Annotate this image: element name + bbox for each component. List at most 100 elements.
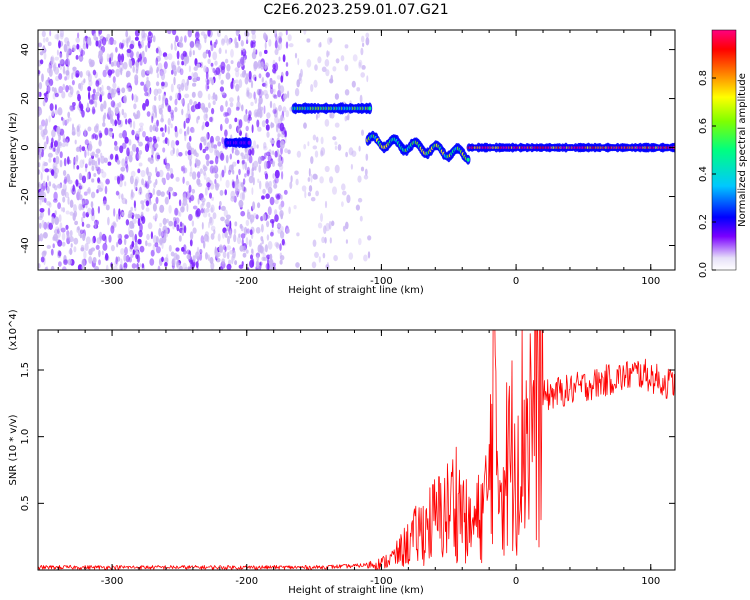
heatmap-cell — [125, 198, 128, 205]
heatmap-cell — [145, 200, 150, 207]
heatmap-cell — [255, 260, 260, 269]
heatmap-cell — [161, 103, 164, 109]
heatmap-cell — [98, 50, 103, 57]
heatmap-cell — [245, 219, 250, 227]
heatmap-cell — [181, 229, 185, 236]
heatmap-cell — [275, 242, 280, 249]
heatmap-cell — [182, 197, 188, 206]
heatmap-cell — [57, 228, 60, 235]
heatmap-cell — [59, 159, 63, 168]
heatmap-cell — [56, 230, 61, 239]
heatmap-cell — [52, 243, 55, 249]
heatmap-cell — [98, 139, 102, 147]
heatmap-cell — [60, 227, 66, 233]
heatmap-cell — [124, 246, 128, 256]
heatmap-cell — [210, 207, 214, 213]
heatmap-cell — [350, 163, 353, 170]
heatmap-cell — [46, 175, 50, 182]
heatmap-cell — [145, 80, 151, 89]
heatmap-cell — [210, 40, 213, 46]
heatmap-cell — [215, 39, 218, 45]
heatmap-cell — [212, 100, 216, 105]
heatmap-cell — [206, 79, 210, 86]
heatmap-cell — [250, 254, 253, 260]
heatmap-cell — [195, 251, 200, 260]
heatmap-cell — [170, 83, 174, 93]
heatmap-cell — [120, 53, 125, 62]
heatmap-cell — [172, 30, 177, 36]
heatmap-cell — [73, 237, 79, 245]
heatmap-cell — [242, 178, 246, 185]
heatmap-cell — [153, 122, 158, 130]
heatmap-cell — [207, 85, 210, 90]
heatmap-cell — [259, 180, 262, 190]
heatmap-cell — [304, 190, 307, 199]
heatmap-cell — [112, 221, 116, 227]
heatmap-cell — [194, 31, 200, 39]
heatmap-cell — [115, 46, 118, 53]
heatmap-cell — [134, 30, 140, 37]
heatmap-cell — [243, 153, 248, 159]
heatmap-cell — [112, 88, 117, 95]
heatmap-cell — [280, 230, 285, 239]
heatmap-cell — [241, 48, 247, 57]
heatmap-cell — [225, 214, 231, 220]
heatmap-cell — [57, 239, 63, 247]
heatmap-cell — [62, 196, 66, 203]
heatmap-cell — [41, 119, 46, 127]
heatmap-cell — [226, 251, 230, 260]
heatmap-cell — [152, 35, 156, 43]
heatmap-cell — [102, 69, 107, 78]
heatmap-cell — [175, 140, 180, 146]
heatmap-cell — [141, 50, 145, 59]
heatmap-cell — [324, 200, 328, 209]
heatmap-cell — [199, 142, 203, 151]
heatmap-cell — [179, 128, 183, 135]
heatmap-cell — [95, 148, 101, 154]
heatmap-cell — [260, 155, 265, 161]
heatmap-cell — [141, 216, 146, 224]
heatmap-cell — [138, 162, 143, 167]
heatmap-cell — [91, 165, 95, 171]
heatmap-cell — [95, 40, 99, 47]
heatmap-cell — [274, 214, 279, 223]
heatmap-cell — [124, 181, 127, 187]
heatmap-cell — [274, 241, 280, 248]
heatmap-cell — [282, 106, 287, 113]
heatmap-cell — [173, 252, 178, 261]
heatmap-cell — [240, 210, 246, 217]
heatmap-cell — [251, 41, 256, 48]
heatmap-cell — [274, 40, 278, 49]
heatmap-cell — [143, 33, 147, 38]
heatmap-cell — [157, 62, 163, 72]
heatmap-cell — [54, 104, 57, 111]
heatmap-cell — [265, 244, 268, 253]
heatmap-cell — [346, 194, 351, 204]
heatmap-cell — [227, 235, 230, 245]
heatmap-cell — [310, 84, 314, 92]
heatmap-cell — [160, 191, 165, 197]
heatmap-cell — [283, 189, 288, 195]
heatmap-cell — [226, 38, 229, 46]
heatmap-cell — [46, 244, 51, 249]
heatmap-cell — [114, 140, 118, 147]
heatmap-cell — [246, 228, 250, 234]
heatmap-cell — [38, 142, 41, 148]
heatmap-cell — [130, 206, 133, 212]
heatmap-cell — [88, 143, 93, 151]
heatmap-cell — [200, 31, 206, 36]
heatmap-cell — [94, 153, 99, 158]
heatmap-cell — [88, 248, 93, 256]
heatmap-cell — [244, 147, 250, 156]
heatmap-cell — [199, 252, 203, 261]
heatmap-cell — [183, 167, 188, 174]
heatmap-cell — [188, 197, 192, 203]
heatmap-cell — [118, 101, 122, 108]
heatmap-cell — [175, 217, 180, 225]
heatmap-cell — [65, 70, 70, 76]
heatmap-cell — [269, 258, 274, 267]
heatmap-cell — [40, 188, 44, 197]
heatmap-cell — [209, 165, 215, 174]
heatmap-cell — [220, 38, 225, 46]
heatmap-cell — [202, 148, 206, 154]
